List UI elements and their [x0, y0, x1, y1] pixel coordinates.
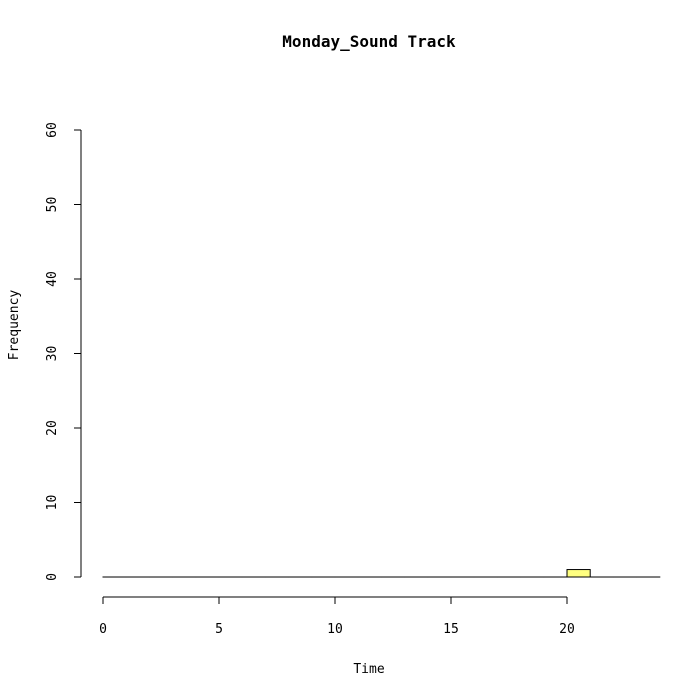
x-tick-label: 5: [215, 622, 223, 637]
histogram-bar: [566, 569, 591, 578]
x-tick-label: 20: [559, 622, 575, 637]
y-axis: 0 10 20 30 40 50 60: [45, 122, 82, 581]
x-axis-label: Time: [353, 662, 384, 677]
chart-title: Monday_Sound Track: [282, 32, 456, 51]
y-tick-label: 20: [45, 420, 60, 436]
y-tick-label: 30: [45, 346, 60, 362]
y-tick-label: 60: [45, 122, 60, 138]
x-axis: 0 5 10 15 20: [99, 596, 575, 637]
y-tick-label: 0: [45, 573, 60, 581]
x-tick-label: 15: [443, 622, 459, 637]
x-tick-label: 10: [327, 622, 343, 637]
y-tick-label: 10: [45, 495, 60, 511]
y-tick-label: 40: [45, 271, 60, 287]
bars-group: [102, 569, 661, 578]
y-axis-label: Frequency: [7, 290, 22, 361]
y-tick-label: 50: [45, 197, 60, 213]
x-tick-label: 0: [99, 622, 107, 637]
